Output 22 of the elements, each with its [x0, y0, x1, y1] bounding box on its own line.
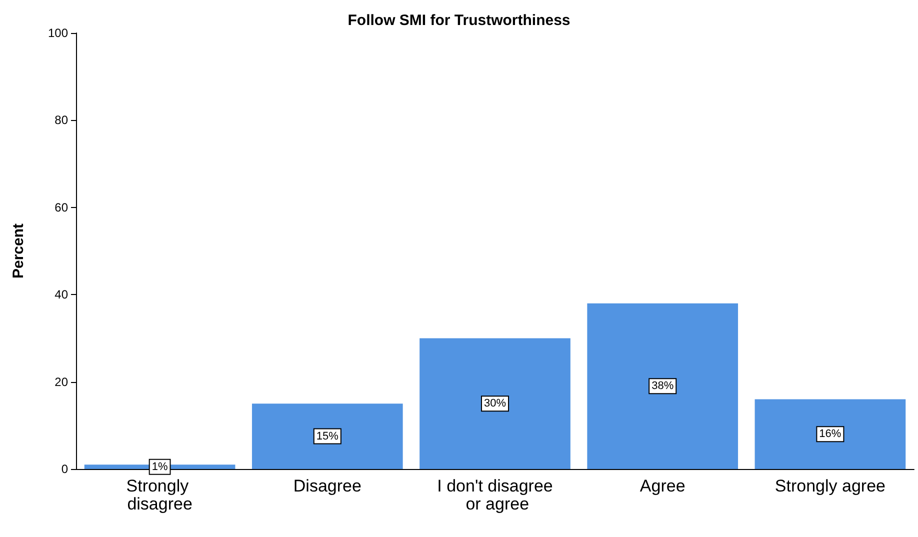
bar: [252, 404, 403, 469]
y-tick-label: 100: [48, 26, 68, 40]
data-label: 1%: [152, 460, 168, 473]
x-tick-label: Strongly disagree: [126, 476, 194, 514]
y-axis-title: Percent: [10, 223, 27, 279]
data-label: 38%: [652, 380, 674, 392]
bar: [587, 303, 738, 469]
x-tick-label: Strongly agree: [774, 476, 886, 496]
data-label: 15%: [316, 430, 339, 442]
bar: [420, 338, 570, 469]
data-label: 30%: [484, 398, 506, 410]
chart-title: Follow SMI for Trustworthiness: [348, 12, 570, 29]
y-tick-label: 0: [61, 462, 68, 476]
bar: [754, 399, 906, 469]
x-tick-label: Disagree: [293, 476, 362, 496]
x-tick-label: I don't disagree or agree: [437, 476, 553, 514]
y-tick-label: 80: [54, 113, 68, 128]
y-tick-label: 60: [54, 200, 68, 214]
y-tick-label: 40: [54, 288, 68, 302]
y-tick-label: 20: [54, 374, 68, 389]
data-label: 16%: [819, 428, 842, 440]
x-tick-label: Agree: [640, 476, 686, 496]
